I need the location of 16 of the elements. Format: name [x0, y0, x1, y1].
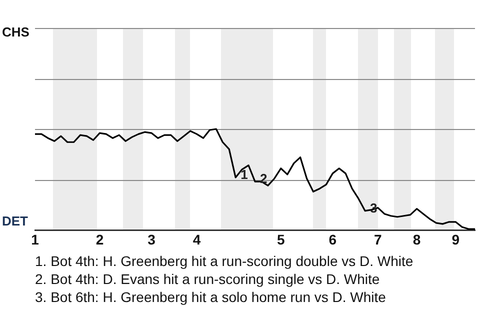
x-tick-label: 1 [31, 231, 40, 248]
text: DET [2, 214, 28, 229]
text: 2. Bot 4th: D. Evans hit a run-scoring single vs D. White [35, 270, 381, 288]
x-tick-label: 7 [374, 231, 382, 248]
x-tick-label: 6 [328, 231, 337, 248]
x-tick-label: 9 [452, 231, 460, 248]
x-tick-label: 8 [412, 231, 421, 248]
text: CHS [2, 24, 30, 40]
text: 3. Bot 6th: H. Greenberg hit a solo home run vs D. White [35, 288, 387, 306]
x-tick-label: 4 [192, 231, 201, 248]
annotation: 2 [260, 171, 268, 186]
x-tick-label: 2 [96, 231, 104, 248]
annotation: 1 [240, 167, 248, 182]
x-tick-label: 3 [148, 231, 156, 248]
x-tick-label: 5 [276, 231, 285, 248]
text: 1. Bot 4th: H. Greenberg hit a run-scoring double vs D. White [35, 252, 414, 270]
